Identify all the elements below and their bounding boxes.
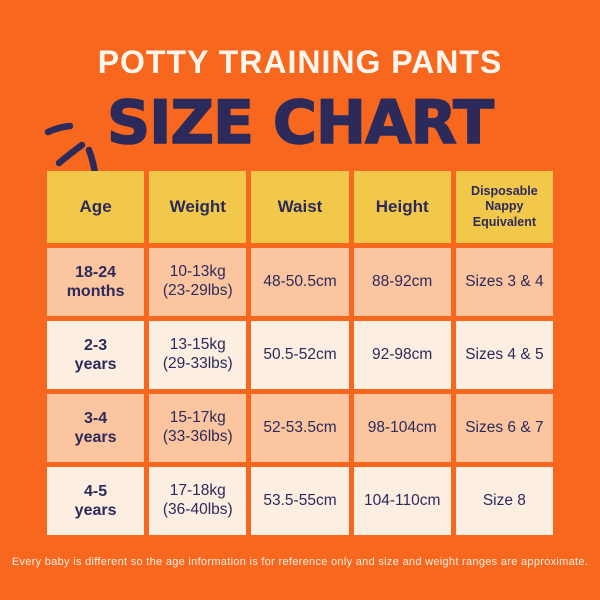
cell-nappy: Sizes 6 & 7	[455, 394, 553, 462]
size-table: Age Weight Waist Height Disposable Nappy…	[47, 171, 553, 535]
col-header-waist: Waist	[251, 171, 349, 243]
col-header-nappy-equivalent: Disposable Nappy Equivalent	[455, 171, 553, 243]
cell-height: 92-98cm	[353, 321, 451, 389]
cell-age: 18-24 months	[47, 248, 145, 316]
cell-waist: 48-50.5cm	[251, 248, 349, 316]
cell-weight: 10-13kg (23-29lbs)	[149, 248, 247, 316]
cell-waist: 53.5-55cm	[251, 467, 349, 535]
cell-age: 4-5 years	[47, 467, 145, 535]
cell-age: 3-4 years	[47, 394, 145, 462]
cell-nappy: Sizes 3 & 4	[455, 248, 553, 316]
cell-age: 2-3 years	[47, 321, 145, 389]
cell-weight: 17-18kg (36-40lbs)	[149, 467, 247, 535]
cell-height: 98-104cm	[353, 394, 451, 462]
cell-height: 104-110cm	[353, 467, 451, 535]
cell-waist: 52-53.5cm	[251, 394, 349, 462]
col-header-height: Height	[353, 171, 451, 243]
col-header-weight: Weight	[149, 171, 247, 243]
cell-waist: 50.5-52cm	[251, 321, 349, 389]
footnote: Every baby is different so the age infor…	[11, 556, 589, 568]
poster-kicker: POTTY TRAINING PANTS	[97, 44, 503, 80]
col-header-age: Age	[47, 171, 145, 243]
cell-nappy: Sizes 4 & 5	[455, 321, 553, 389]
cell-height: 88-92cm	[353, 248, 451, 316]
cell-nappy: Size 8	[455, 467, 553, 535]
page-title: SIZE CHART	[106, 88, 495, 158]
cell-weight: 15-17kg (33-36lbs)	[149, 394, 247, 462]
cell-weight: 13-15kg (29-33lbs)	[149, 321, 247, 389]
